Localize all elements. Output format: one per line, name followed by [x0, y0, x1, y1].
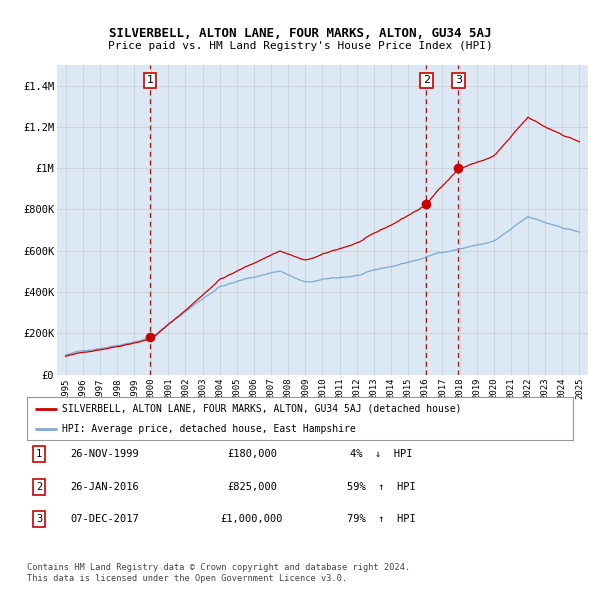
Text: 1: 1: [146, 76, 154, 86]
Text: 07-DEC-2017: 07-DEC-2017: [71, 514, 139, 524]
Text: 3: 3: [455, 76, 462, 86]
Text: 4%  ↓  HPI: 4% ↓ HPI: [350, 450, 412, 459]
Text: SILVERBELL, ALTON LANE, FOUR MARKS, ALTON, GU34 5AJ: SILVERBELL, ALTON LANE, FOUR MARKS, ALTO…: [109, 27, 491, 40]
Text: £180,000: £180,000: [227, 450, 277, 459]
Text: £1,000,000: £1,000,000: [221, 514, 283, 524]
Text: 1: 1: [36, 450, 42, 459]
Text: 59%  ↑  HPI: 59% ↑ HPI: [347, 482, 415, 491]
Text: SILVERBELL, ALTON LANE, FOUR MARKS, ALTON, GU34 5AJ (detached house): SILVERBELL, ALTON LANE, FOUR MARKS, ALTO…: [62, 404, 462, 414]
Text: HPI: Average price, detached house, East Hampshire: HPI: Average price, detached house, East…: [62, 424, 356, 434]
Text: £825,000: £825,000: [227, 482, 277, 491]
Text: 26-JAN-2016: 26-JAN-2016: [71, 482, 139, 491]
Text: Contains HM Land Registry data © Crown copyright and database right 2024.: Contains HM Land Registry data © Crown c…: [27, 563, 410, 572]
Text: Price paid vs. HM Land Registry's House Price Index (HPI): Price paid vs. HM Land Registry's House …: [107, 41, 493, 51]
Text: 3: 3: [36, 514, 42, 524]
Text: 2: 2: [423, 76, 430, 86]
Text: 26-NOV-1999: 26-NOV-1999: [71, 450, 139, 459]
Text: This data is licensed under the Open Government Licence v3.0.: This data is licensed under the Open Gov…: [27, 573, 347, 583]
Text: 79%  ↑  HPI: 79% ↑ HPI: [347, 514, 415, 524]
Text: 2: 2: [36, 482, 42, 491]
